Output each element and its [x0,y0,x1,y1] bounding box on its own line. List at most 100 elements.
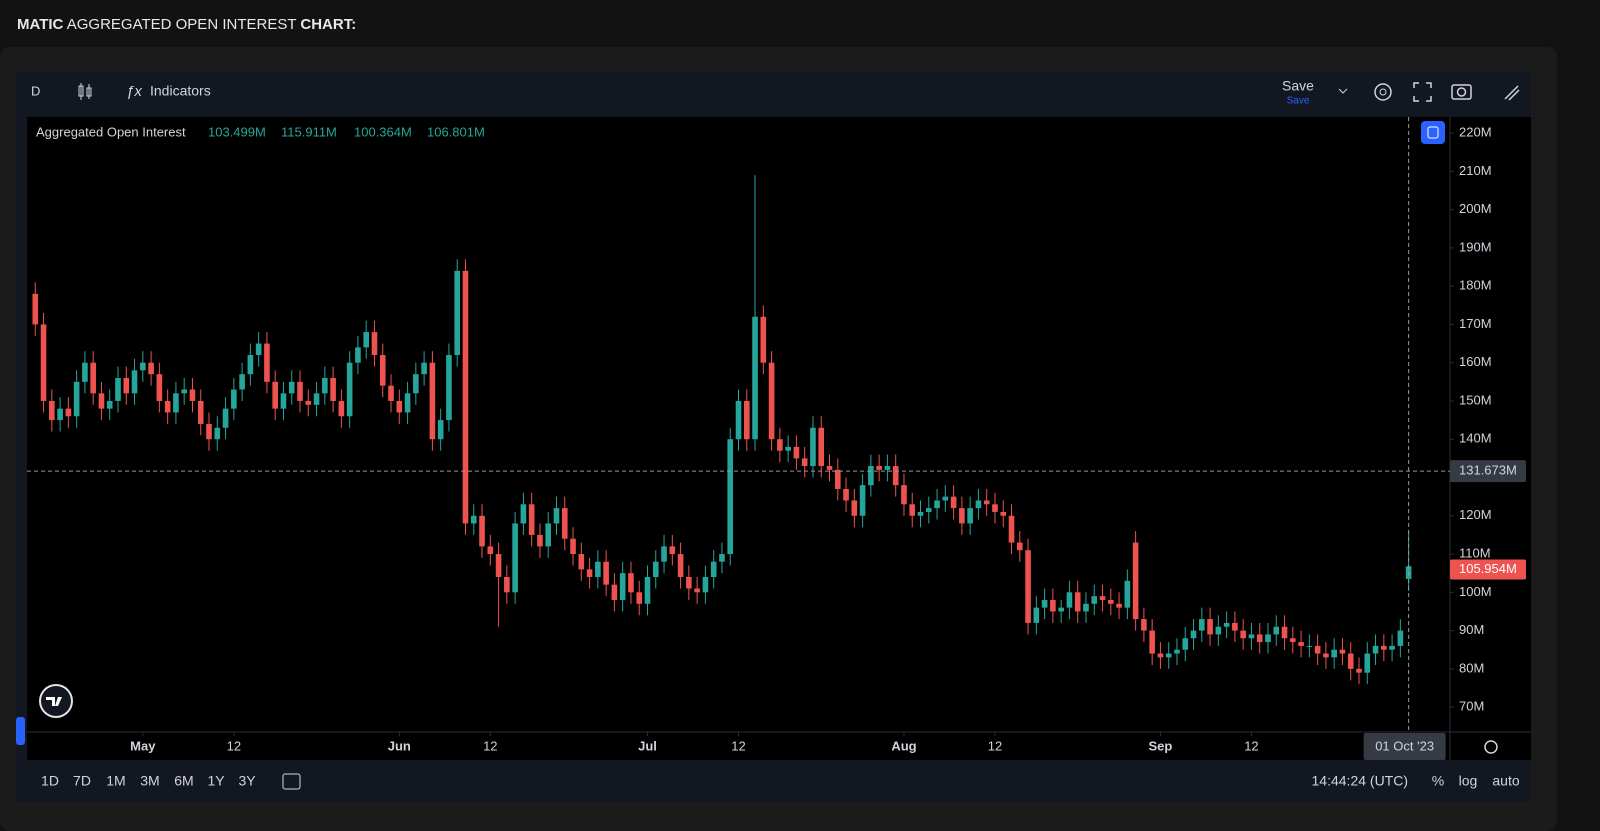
candle-body [371,332,378,356]
candle-body [983,500,990,505]
fullscreen-button[interactable] [1413,82,1432,102]
scale-option[interactable]: auto [1492,773,1519,789]
y-tick-label: 80M [1459,660,1484,675]
candle-body [1389,645,1395,650]
candle-body [1141,619,1147,631]
y-tick-label: 180M [1459,278,1492,293]
candle-body [909,504,916,516]
clock: 14:44:24 (UTC) [1312,773,1408,789]
candle-body [65,408,72,417]
candle-body [1033,607,1040,623]
x-tick-label: 12 [731,738,745,753]
settings-button[interactable] [1374,83,1392,101]
candle-body [313,393,320,405]
y-tick-label: 200M [1459,201,1492,216]
candle-body [1016,542,1023,551]
drawing-button[interactable] [1504,85,1520,101]
candle-body [1298,642,1304,646]
candle-body [305,400,312,405]
chart-type-button[interactable] [78,83,92,100]
ohlc-legend: 103.499M 115.911M 100.364M 106.801M [208,124,485,139]
ohlc-value: 103.499M [208,124,266,139]
candle-body [338,400,345,417]
range-button[interactable]: 1Y [207,773,225,789]
candle-body [197,400,204,424]
range-button[interactable]: 3M [140,773,159,789]
candle-body [1314,645,1321,654]
candle-body [1207,619,1213,635]
candle-body [1083,603,1089,612]
x-tick-label: Sep [1149,738,1173,753]
candle-body [206,423,212,440]
title-bold: MATIC [17,16,64,33]
candle-body [892,466,899,486]
range-button[interactable]: 7D [73,773,91,789]
candle-body [578,554,585,570]
candle-body [164,400,171,413]
candle-body [694,588,700,593]
range-button[interactable]: 3Y [238,773,256,789]
candle-body [520,504,527,524]
chart-area [27,117,1531,760]
candle-body [1281,626,1288,639]
crosshair-price-label: 131.673M [1459,463,1517,478]
candle-body [181,389,187,394]
candle-body [959,508,965,524]
candle-body [793,446,800,459]
interval-button[interactable]: D [31,83,40,98]
candle-body [992,504,998,512]
candle-body [1041,599,1048,608]
range-button[interactable]: 1D [41,773,59,789]
candle-body [586,569,593,578]
candle-body [603,561,609,585]
candle-body [1091,596,1098,604]
settings-icon [1379,88,1387,96]
candle-body [686,577,692,589]
candle-body [619,573,626,600]
candles [32,175,1412,685]
side-toggle[interactable] [16,717,25,745]
y-tick-label: 110M [1459,545,1491,560]
candle-body [479,515,485,547]
y-tick-label: 70M [1459,699,1484,714]
candle-body [429,362,436,440]
candle-body [901,485,907,505]
range-button[interactable]: 6M [174,773,193,789]
range-button[interactable]: 1M [106,773,125,789]
time-axis-settings[interactable] [1484,740,1498,754]
candle-body [462,270,469,524]
go-to-date-button[interactable] [282,773,301,790]
candle-body [768,362,775,440]
scale-option[interactable]: log [1459,773,1478,789]
auto-scale-button[interactable] [1421,121,1445,144]
candle-body [917,511,924,516]
candle-body [719,554,725,562]
candle-body [1273,626,1280,635]
candle-body [801,458,808,467]
scale-option[interactable]: % [1432,773,1444,789]
indicators-button[interactable]: Indicators [150,83,211,99]
last-price-label: 105.954M [1459,561,1517,576]
candle-body [1058,607,1064,612]
candle-body [73,381,80,417]
x-tick-label: May [130,738,156,753]
candle-body [123,378,130,394]
candle-body [247,355,254,375]
save-button[interactable]: Save [1282,78,1314,94]
candle-body [537,534,543,547]
save-menu[interactable] [1338,88,1348,94]
fx-icon: ƒx [126,83,142,100]
camera-icon [1456,87,1467,97]
candle-body [752,316,758,440]
screenshot-button[interactable] [1451,84,1472,100]
candle-body [859,485,866,516]
candle-body [669,546,676,555]
candle-body [437,420,444,440]
series-name: Aggregated Open Interest [36,124,186,139]
candle-body [1182,638,1189,650]
auto-scale-icon [1427,126,1439,139]
candle-body [82,362,88,382]
crosshair-date-box [1363,733,1446,760]
candle-body [810,427,816,467]
candle-body [222,408,229,428]
